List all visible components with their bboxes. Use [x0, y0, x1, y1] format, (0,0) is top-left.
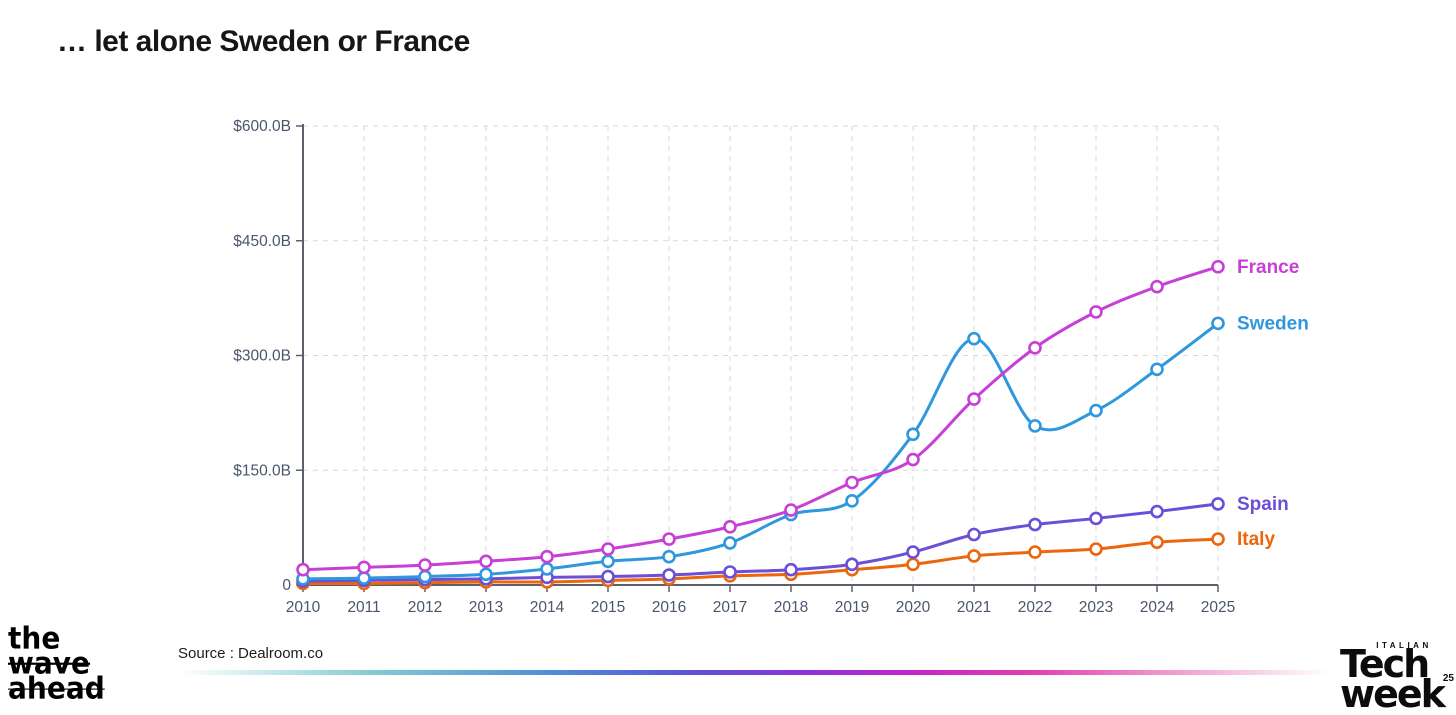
x-tick-label: 2023: [1079, 599, 1113, 616]
data-point-spain: [1150, 504, 1164, 519]
wave-logo-line: wave: [8, 645, 91, 681]
data-point-sweden: [906, 427, 920, 442]
data-point-france: [357, 560, 371, 575]
data-point-spain: [662, 568, 676, 582]
data-point-spain: [601, 569, 615, 584]
italian-tech-week-logo: ITALIAN Tech week 25: [1340, 641, 1454, 715]
data-point-france: [418, 558, 432, 572]
data-point-france: [601, 542, 615, 556]
data-point-sweden: [601, 554, 615, 569]
data-point-spain: [1028, 517, 1042, 532]
data-point-sweden: [845, 494, 859, 508]
x-tick-label: 2017: [713, 599, 747, 616]
data-point-italy: [967, 549, 981, 563]
page-title: … let alone Sweden or France: [57, 25, 470, 58]
data-point-france: [967, 392, 981, 406]
data-point-france: [784, 503, 798, 517]
data-point-italy: [906, 557, 920, 572]
x-tick-label: 2016: [652, 599, 686, 616]
data-point-france: [845, 475, 859, 490]
data-point-spain: [723, 565, 737, 579]
data-point-france: [1211, 259, 1225, 274]
data-point-sweden: [1150, 362, 1164, 377]
x-tick-label: 2022: [1018, 599, 1052, 616]
data-point-sweden: [1211, 316, 1225, 331]
data-point-sweden: [1028, 419, 1042, 433]
data-point-france: [662, 532, 676, 546]
line-chart: 0 $150.0B $300.0B $450.0B $600.0B 2010 2011 201…: [233, 118, 1309, 616]
data-point-sweden: [967, 331, 981, 346]
x-tick-label: 2012: [408, 599, 442, 616]
data-point-sweden: [357, 571, 371, 585]
data-point-sweden: [662, 549, 676, 564]
x-tick-label: 2019: [835, 599, 869, 616]
tech-week-year: 25: [1442, 673, 1454, 684]
wave-ahead-logo: the wave ahead: [8, 620, 105, 706]
data-point-france: [1150, 279, 1164, 294]
x-tick-label: 2018: [774, 599, 808, 616]
data-point-italy: [1089, 542, 1103, 556]
x-tick-label: 2025: [1201, 599, 1235, 616]
data-point-sweden: [1089, 403, 1103, 418]
x-tick-label: 2021: [957, 599, 991, 616]
series-france: France: [296, 257, 1299, 577]
data-point-france: [479, 554, 493, 569]
data-point-spain: [784, 562, 798, 577]
tech-week-italian-label: ITALIAN: [1376, 641, 1432, 650]
y-tick-label: 0: [282, 577, 291, 594]
series-label-spain: Spain: [1237, 494, 1289, 515]
series-label-france: France: [1237, 257, 1299, 278]
x-tick-label: 2011: [347, 599, 380, 616]
data-point-sweden: [540, 562, 554, 576]
y-tick-label: $300.0B: [233, 348, 291, 365]
gradient-divider: [178, 670, 1330, 675]
y-tick-label: $600.0B: [233, 118, 291, 135]
data-point-france: [1089, 305, 1103, 319]
y-tick-label: $150.0B: [233, 462, 291, 479]
data-point-italy: [1150, 535, 1164, 549]
data-point-spain: [1089, 511, 1103, 526]
data-point-spain: [967, 527, 981, 542]
data-point-spain: [906, 545, 920, 559]
series-line-sweden: [301, 321, 1220, 581]
data-point-france: [540, 549, 554, 564]
data-point-france: [1028, 341, 1042, 355]
x-tick-label: 2015: [591, 599, 625, 616]
y-tick-label: $450.0B: [233, 233, 291, 250]
data-point-france: [906, 452, 920, 467]
series-sweden: Sweden: [296, 313, 1309, 586]
data-point-sweden: [723, 536, 737, 550]
tech-week-line1: Tech: [1340, 642, 1430, 686]
x-tick-label: 2020: [896, 599, 931, 616]
series-label-italy: Italy: [1237, 529, 1275, 550]
series-label-sweden: Sweden: [1237, 313, 1309, 334]
x-tick-label: 2014: [530, 599, 565, 616]
data-point-france: [296, 562, 310, 577]
data-point-italy: [1028, 545, 1042, 559]
data-point-italy: [1211, 532, 1225, 546]
data-point-sweden: [479, 567, 493, 582]
data-point-spain: [1211, 497, 1225, 511]
data-point-france: [723, 520, 737, 534]
series-line-spain: [301, 502, 1220, 583]
x-tick-label: 2024: [1140, 599, 1175, 616]
x-tick-label: 2010: [286, 599, 321, 616]
tech-week-line2: week: [1340, 671, 1446, 715]
wave-logo-line: ahead: [8, 670, 105, 706]
wave-logo-line: the: [8, 620, 61, 657]
data-point-sweden: [418, 569, 432, 584]
data-point-spain: [845, 557, 859, 572]
x-tick-label: 2013: [469, 599, 503, 616]
series-line-italy: [301, 537, 1220, 586]
source-label: Source : Dealroom.co: [178, 645, 324, 662]
